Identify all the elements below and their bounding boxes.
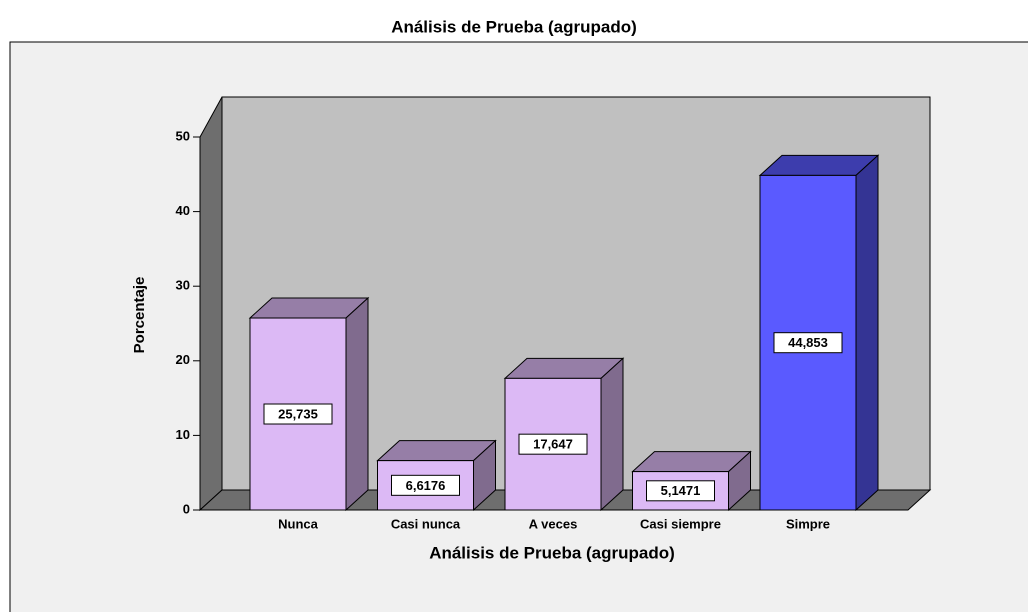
bar-side [600, 357, 624, 512]
value-label-box [263, 403, 333, 425]
left-wall [199, 96, 223, 512]
bar-side [345, 296, 369, 512]
x-tick-label: Casi siempre [640, 516, 721, 531]
value-label: 6,6176 [406, 478, 446, 493]
value-label: 5,1471 [661, 483, 701, 498]
value-label-box [391, 474, 460, 496]
value-label: 25,735 [278, 406, 318, 421]
value-label-box [518, 433, 588, 455]
x-axis-label: Análisis de Prueba (agrupado) [429, 543, 675, 562]
value-label: 44,853 [788, 335, 828, 350]
x-tick-label: A veces [529, 516, 578, 531]
x-tick-label: Simpre [786, 516, 830, 531]
value-label-box [773, 332, 843, 354]
x-tick-label: Casi nunca [391, 516, 461, 531]
y-tick-label: 50 [176, 128, 190, 143]
y-tick-label: 10 [176, 427, 190, 442]
y-tick-label: 20 [176, 352, 190, 367]
chart-title: Análisis de Prueba (agrupado) [391, 17, 637, 36]
bar-side [855, 154, 879, 512]
y-tick-label: 0 [183, 501, 190, 516]
y-tick-label: 40 [176, 203, 190, 218]
value-label-box [646, 480, 715, 502]
value-label: 17,647 [533, 437, 573, 452]
x-tick-label: Nunca [278, 516, 319, 531]
y-axis-label: Porcentaje [131, 277, 148, 354]
y-tick-label: 30 [176, 278, 190, 293]
